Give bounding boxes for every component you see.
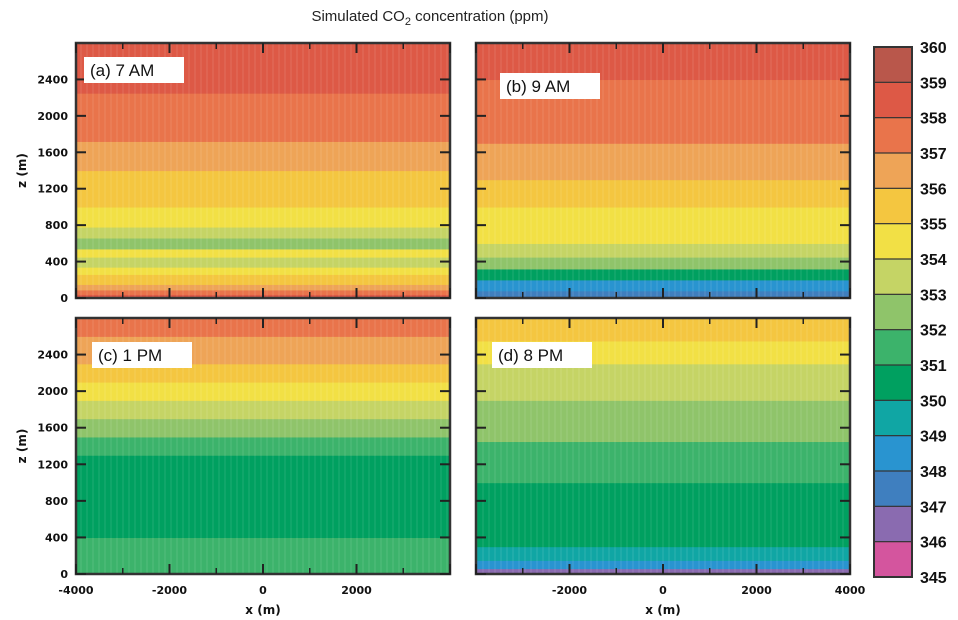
panel-label-box <box>492 342 592 368</box>
colorbar-label: 346 <box>920 535 947 552</box>
colorbar-label: 351 <box>920 358 947 375</box>
y-tick-label: 800 <box>45 495 68 508</box>
y-tick-label: 2400 <box>37 73 68 86</box>
y-tick-label: 400 <box>45 256 68 269</box>
y-tick-label: 0 <box>60 292 68 305</box>
colorbar-cell <box>873 399 913 437</box>
title-suffix: concentration (ppm) <box>410 8 549 25</box>
colorbar-label: 348 <box>920 464 947 481</box>
title-subscript: 2 <box>404 16 411 28</box>
y-tick-label: 1200 <box>37 183 68 196</box>
colorbar-label: 355 <box>920 217 947 234</box>
panel-label-box <box>92 342 192 368</box>
x-tick-label: -4000 <box>58 584 94 597</box>
x-axis-label: x (m) <box>645 603 680 617</box>
y-tick-label: 2000 <box>37 110 68 123</box>
x-tick-label: 2000 <box>741 584 772 597</box>
colorbar-cell <box>873 152 913 190</box>
colorbar-cell <box>873 329 913 366</box>
colorbar-label: 347 <box>920 499 947 516</box>
panel-2: (b) 9 AM <box>474 41 852 300</box>
x-tick-label: 2000 <box>341 584 372 597</box>
y-tick-label: 2400 <box>37 349 68 362</box>
x-axis-label: x (m) <box>245 603 280 617</box>
y-tick-label: 1600 <box>37 146 68 159</box>
title-prefix: Simulated CO <box>311 8 405 25</box>
colorbar: 360 359 358 357 356 355 354 353 352 351 350 349 348 3… <box>873 40 947 587</box>
colorbar-cell <box>873 223 913 261</box>
panel-label: (b) 9 AM <box>506 77 570 96</box>
y-axis-label: z (m) <box>15 153 29 188</box>
colorbar-cell <box>873 46 913 84</box>
y-tick-label: 2000 <box>37 385 68 398</box>
colorbar-label: 359 <box>920 75 947 92</box>
colorbar-cell <box>873 470 913 508</box>
colorbar-frame <box>873 46 913 578</box>
colorbar-cell <box>873 505 913 543</box>
colorbar-label: 350 <box>920 393 947 410</box>
colorbar-cell <box>873 117 913 154</box>
colorbar-cell <box>873 187 913 225</box>
chart-title: Simulated CO2 concentration (ppm) <box>0 8 860 28</box>
colorbar-label: 345 <box>920 570 947 587</box>
y-tick-label: 0 <box>60 568 68 581</box>
colorbar-cell <box>873 364 913 402</box>
colorbar-label: 357 <box>920 146 947 163</box>
colorbar-cell <box>873 293 913 331</box>
y-axis-label: z (m) <box>15 429 29 464</box>
stripe-overlay <box>76 43 450 298</box>
y-tick-label: 400 <box>45 531 68 544</box>
panel-label-box <box>500 73 600 99</box>
x-tick-label: 4000 <box>835 584 866 597</box>
colorbar-label: 356 <box>920 181 947 198</box>
y-tick-label: 1200 <box>37 458 68 471</box>
x-tick-label: -2000 <box>552 584 588 597</box>
x-tick-label: 0 <box>259 584 267 597</box>
colorbar-label: 349 <box>920 429 947 446</box>
colorbar-label: 358 <box>920 111 947 128</box>
panel-label: (a) 7 AM <box>90 61 154 80</box>
panel-label: (c) 1 PM <box>98 346 162 365</box>
colorbar-cell <box>873 81 913 119</box>
panel-4: (d) 8 PM <box>474 316 852 576</box>
y-tick-label: 1600 <box>37 422 68 435</box>
panel-1: (a) 7 AM <box>74 41 452 300</box>
colorbar-cell <box>873 541 913 579</box>
colorbar-label: 352 <box>920 323 947 340</box>
x-tick-label: 0 <box>659 584 667 597</box>
panel-label: (d) 8 PM <box>498 346 563 365</box>
colorbar-cell <box>873 435 913 472</box>
colorbar-label: 360 <box>920 40 947 57</box>
colorbar-label: 354 <box>920 252 947 269</box>
panel-3: (c) 1 PM <box>74 316 452 576</box>
y-tick-label: 800 <box>45 219 68 232</box>
colorbar-label: 353 <box>920 287 947 304</box>
colorbar-cell <box>873 258 913 296</box>
x-tick-label: -2000 <box>152 584 188 597</box>
panel-label-box <box>84 57 184 83</box>
